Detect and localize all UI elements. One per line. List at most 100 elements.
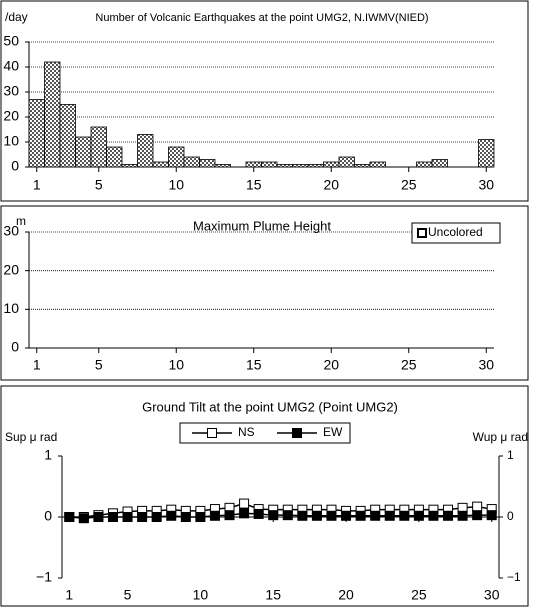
marker xyxy=(122,512,133,522)
x-tick-label: 5 xyxy=(124,587,132,603)
y2-tick-label: 0 xyxy=(507,509,514,523)
panel-border xyxy=(0,385,529,607)
y-tick-label: 50 xyxy=(3,33,19,49)
bar xyxy=(338,156,355,168)
marker xyxy=(166,510,177,521)
bar xyxy=(90,126,107,168)
x-tick-label: 10 xyxy=(168,177,184,193)
x-tick-label: 25 xyxy=(401,357,417,373)
legend-label: EW xyxy=(323,425,343,439)
y-tick-label: 0 xyxy=(11,339,19,355)
marker xyxy=(253,508,264,519)
y-axis-label: m xyxy=(16,214,26,228)
marker xyxy=(268,510,279,521)
marker xyxy=(311,510,322,521)
chart-title: Ground Tilt at the point UMG2 (Point UMG… xyxy=(142,399,398,414)
bar xyxy=(44,61,61,168)
chart-title: Maximum Plume Height xyxy=(193,218,331,233)
marker xyxy=(472,501,483,512)
bar xyxy=(276,164,293,168)
bar xyxy=(261,161,278,168)
bar xyxy=(106,146,123,168)
x-tick-label: 10 xyxy=(193,587,209,603)
bar xyxy=(245,161,262,168)
bar xyxy=(168,146,185,168)
bar xyxy=(478,139,495,168)
x-tick-label: 1 xyxy=(33,357,41,373)
legend-box xyxy=(179,422,351,444)
x-tick-label: 5 xyxy=(95,357,103,373)
y-tick-label: 20 xyxy=(3,261,19,277)
x-tick-label: 20 xyxy=(338,587,354,603)
bar xyxy=(137,134,154,168)
bar xyxy=(199,159,216,168)
x-tick-label: 5 xyxy=(95,177,103,193)
y-tick-label: −1 xyxy=(36,569,52,585)
x-tick-label: 10 xyxy=(168,357,184,373)
legend-box xyxy=(411,222,501,244)
y-tick-label: 20 xyxy=(3,108,19,124)
marker xyxy=(297,510,308,521)
panel-border xyxy=(0,0,529,202)
marker xyxy=(180,512,191,522)
y-tick-label: 0 xyxy=(11,158,19,174)
x-tick-label: 15 xyxy=(265,587,281,603)
y-tick-label: 1 xyxy=(44,447,52,463)
x-tick-label: 30 xyxy=(484,587,500,603)
x-tick-label: 30 xyxy=(478,357,494,373)
marker xyxy=(107,512,118,522)
marker xyxy=(486,510,497,521)
marker xyxy=(443,510,454,521)
bar xyxy=(307,164,324,168)
marker xyxy=(457,510,468,521)
legend-marker xyxy=(292,428,302,438)
bar xyxy=(121,164,138,168)
marker xyxy=(209,510,220,521)
marker xyxy=(78,513,89,524)
bar xyxy=(292,164,309,168)
marker xyxy=(224,510,235,521)
bar xyxy=(152,161,169,168)
marker xyxy=(399,510,410,521)
y-tick-label: 30 xyxy=(3,223,19,239)
bar xyxy=(214,164,231,168)
marker xyxy=(239,508,250,519)
x-tick-label: 15 xyxy=(246,357,262,373)
x-tick-label: 20 xyxy=(323,357,339,373)
panel-border xyxy=(0,205,529,381)
legend-marker xyxy=(207,428,217,438)
y-tick-label: 10 xyxy=(3,300,19,316)
y-tick-label: 40 xyxy=(3,58,19,74)
y-axis-label: Sup μ rad xyxy=(5,430,57,444)
y2-tick-label: 1 xyxy=(507,448,514,462)
bar xyxy=(369,161,386,168)
y2-tick-label: −1 xyxy=(507,570,521,584)
marker xyxy=(64,512,75,522)
x-tick-label: 15 xyxy=(246,177,262,193)
bar xyxy=(323,161,340,168)
marker xyxy=(93,512,104,522)
bar xyxy=(28,99,45,168)
y-tick-label: 30 xyxy=(3,83,19,99)
bar xyxy=(431,159,448,168)
marker xyxy=(413,510,424,521)
legend-label: Uncolored xyxy=(428,225,483,239)
y-tick-label: 10 xyxy=(3,133,19,149)
marker xyxy=(137,512,148,522)
x-tick-label: 1 xyxy=(65,587,73,603)
x-tick-label: 25 xyxy=(401,177,417,193)
marker xyxy=(195,512,206,522)
x-tick-label: 30 xyxy=(478,177,494,193)
legend-label: NS xyxy=(238,425,255,439)
marker xyxy=(151,512,162,522)
bar xyxy=(183,156,200,168)
bar xyxy=(354,164,371,168)
y-axis-label: /day xyxy=(5,10,28,24)
marker xyxy=(341,510,352,521)
y2-axis-label: Wup μ rad xyxy=(473,430,528,444)
chart-title: Number of Volcanic Earthquakes at the po… xyxy=(95,12,428,24)
marker xyxy=(282,510,293,521)
marker xyxy=(472,510,483,521)
